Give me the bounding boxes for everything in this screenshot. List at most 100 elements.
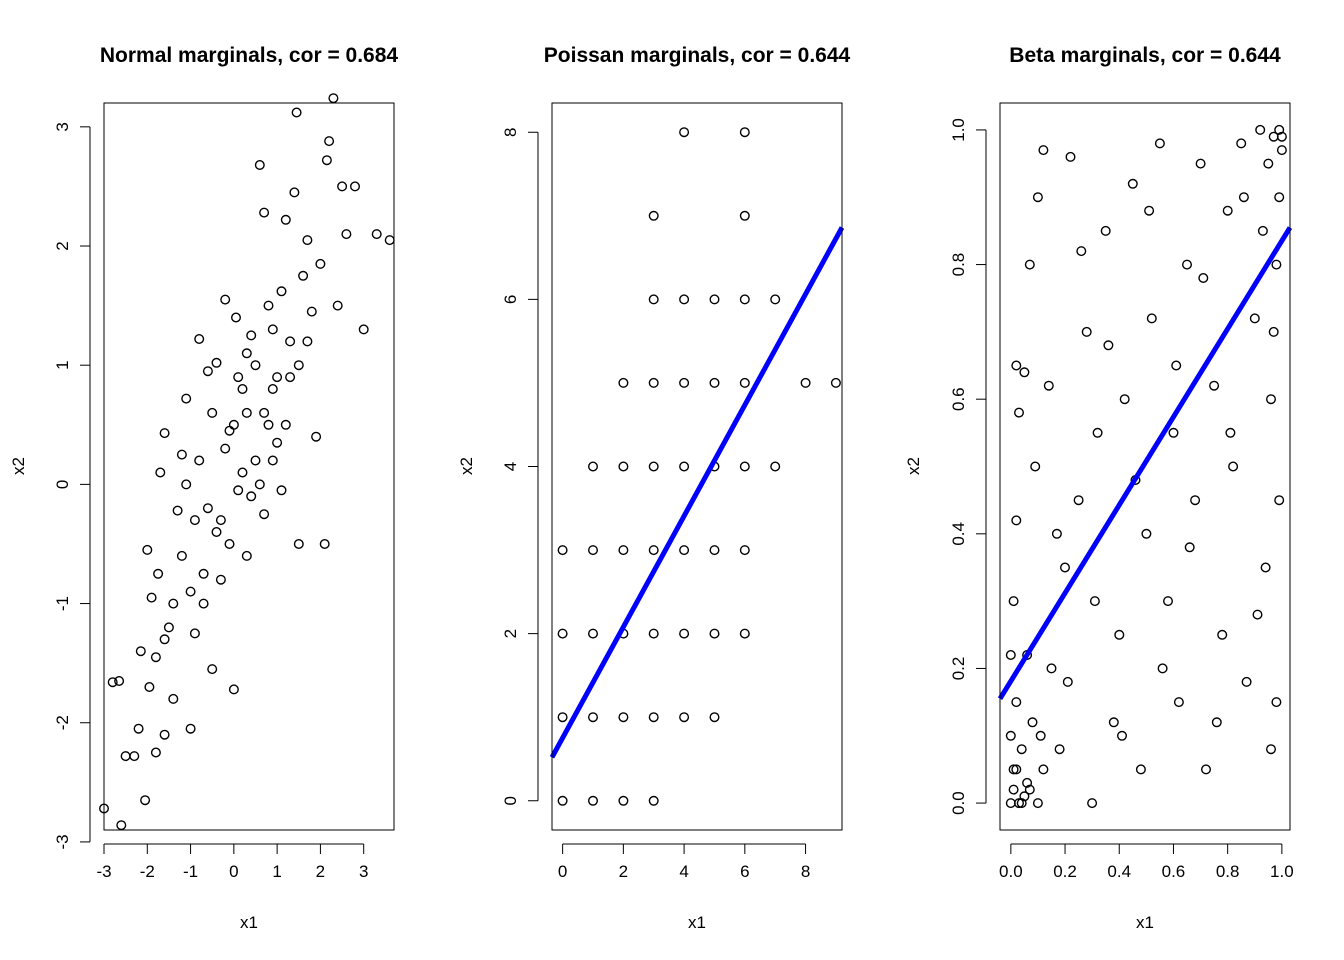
data-point [1257,225,1268,236]
data-point [185,723,196,734]
data-point [302,235,313,246]
data-point [159,729,170,740]
data-point [648,545,659,556]
data-point [146,592,157,603]
data-point [114,676,125,687]
data-point [142,544,153,555]
data-point [1228,461,1239,472]
data-point [233,485,244,496]
panel-title: Poissan marginals, cor = 0.644 [544,44,851,67]
data-point [207,664,218,675]
data-point [1276,145,1287,156]
data-point [163,622,174,633]
data-point [1141,528,1152,539]
data-point [1016,798,1027,809]
data-point [220,443,231,454]
data-point [1263,158,1274,169]
y-tick-label: 0.2 [949,657,968,681]
data-point [328,93,339,104]
x-tick-label: 0.6 [1162,862,1186,881]
data-point [618,545,629,556]
data-point [1035,730,1046,741]
data-point [679,377,690,388]
data-point [189,628,200,639]
data-point [679,712,690,723]
data-point [557,628,568,639]
data-point [237,384,248,395]
data-point [254,159,265,170]
data-point [1200,764,1211,775]
data-point [1076,246,1087,257]
data-point [1260,562,1271,573]
y-tick-label: 2 [53,241,72,250]
x-tick-label: -2 [140,862,155,881]
scatter-points [98,93,395,831]
data-point [1103,340,1114,351]
data-point [272,437,283,448]
data-point [1062,676,1073,687]
data-point [648,712,659,723]
data-point [276,485,287,496]
data-point [263,300,274,311]
plot-frame [103,102,395,831]
data-point [181,393,192,404]
x-tick-label: 0.0 [999,862,1023,881]
x-tick-label: 0 [229,862,238,881]
data-point [241,407,252,418]
data-point [259,509,270,520]
data-point [1011,515,1022,526]
data-point [588,795,599,806]
y-tick-label: 1.0 [949,118,968,142]
axes: -3 -2 -1 0 1 2 3 -3 -2 -1 0 1 2 3 [53,102,395,881]
data-point [1081,326,1092,337]
data-point [306,306,317,317]
y-tick-label: 8 [501,128,520,137]
data-point [1011,360,1022,371]
data-point [267,384,278,395]
data-point [1108,717,1119,728]
data-point [337,181,348,192]
x-tick-label: 0.2 [1053,862,1077,881]
y-axis-label: x2 [457,457,476,475]
data-point [220,294,231,305]
y-tick-label: 0.8 [949,253,968,277]
data-point [259,407,270,418]
data-point [557,795,568,806]
data-point [679,461,690,472]
data-point [648,377,659,388]
data-point [194,334,205,345]
data-point [1005,730,1016,741]
data-point [1252,609,1263,620]
x-tick-label: 3 [359,862,368,881]
data-point [1011,764,1022,775]
data-point [1271,697,1282,708]
data-point [557,545,568,556]
data-point [648,795,659,806]
x-tick-label: 8 [801,862,810,881]
data-point [176,550,187,561]
data-point [116,820,127,831]
data-point [588,461,599,472]
data-point [679,545,690,556]
axes: 0.0 0.2 0.4 0.6 0.8 1.0 0.0 0.2 0.4 0.6 0.8 1.0 [949,102,1294,881]
regression-line [549,226,845,759]
data-point [1024,259,1035,270]
data-point [293,360,304,371]
data-point [618,712,629,723]
x-tick-label: 0 [558,862,567,881]
data-point [371,229,382,240]
data-point [739,210,750,221]
data-point [739,461,750,472]
data-point [1119,394,1130,405]
data-point [1008,784,1019,795]
data-point [120,751,131,762]
data-point [198,568,209,579]
data-point [1236,138,1247,149]
data-point [140,795,151,806]
y-tick-label: 6 [501,295,520,304]
data-point [207,407,218,418]
data-point [135,646,146,657]
x-tick-label: -1 [183,862,198,881]
data-point [133,723,144,734]
data-point [358,324,369,335]
